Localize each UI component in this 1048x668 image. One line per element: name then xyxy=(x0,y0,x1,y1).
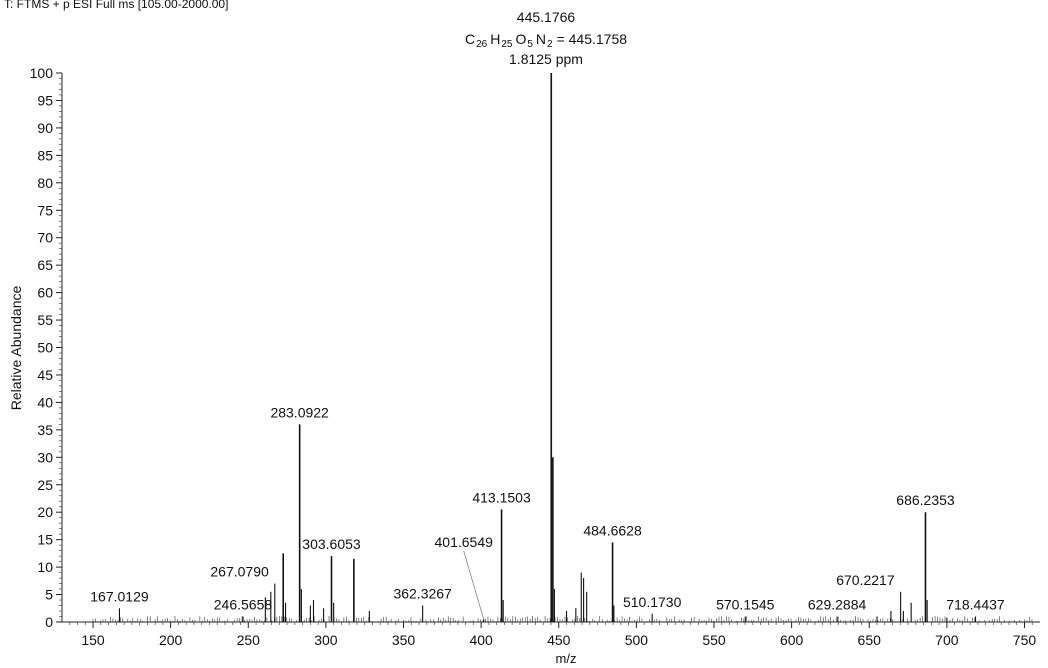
y-tick-label: 5 xyxy=(45,587,53,603)
x-tick-label: 550 xyxy=(702,632,726,648)
peak-label-leader xyxy=(463,550,485,620)
x-tick-label: 750 xyxy=(1013,632,1037,648)
peak-label: 484.6628 xyxy=(583,522,642,538)
peak-label: 362.3267 xyxy=(393,586,452,602)
base-peak-mz-label: 445.1766 xyxy=(517,9,576,25)
x-tick-label: 150 xyxy=(81,632,105,648)
peak-label: 670.2217 xyxy=(836,572,895,588)
peak-label: 246.5658 xyxy=(214,597,273,613)
peak-label: 510.1730 xyxy=(623,594,682,610)
peak-labels: 167.0129 246.5658 267.0790 283.0922 303.6053… xyxy=(90,404,1005,620)
y-tick-label: 45 xyxy=(37,367,53,383)
x-axis: 150 200 250 300 350 400 450 500 550 600 650 700 750 xyxy=(62,621,1040,648)
y-tick-label: 40 xyxy=(37,394,53,410)
y-axis: 0 5 10 15 20 25 30 35 40 45 50 55 60 65 70 75 80 85 90 95 10… xyxy=(30,65,63,630)
peak-label: 283.0922 xyxy=(270,404,329,420)
x-tick-label: 250 xyxy=(237,632,261,648)
x-tick-label: 350 xyxy=(392,632,416,648)
y-tick-label: 85 xyxy=(37,147,53,163)
peak-label: 167.0129 xyxy=(90,588,149,604)
x-tick-label: 700 xyxy=(935,632,959,648)
y-tick-label: 75 xyxy=(37,202,53,218)
y-axis-label: Relative Abundance xyxy=(8,286,24,411)
y-tick-label: 20 xyxy=(37,504,53,520)
y-tick-label: 10 xyxy=(37,559,53,575)
peaks xyxy=(118,73,977,622)
x-tick-label: 450 xyxy=(547,632,571,648)
y-tick-label: 0 xyxy=(45,614,53,630)
peak-label: 413.1503 xyxy=(472,489,531,505)
y-tick-label: 35 xyxy=(37,422,53,438)
x-tick-label: 500 xyxy=(625,632,649,648)
peak-label: 686.2353 xyxy=(896,492,955,508)
base-peak-ppm: 1.8125 ppm xyxy=(509,51,583,67)
y-tick-label: 65 xyxy=(37,257,53,273)
peak-label: 629.2884 xyxy=(808,597,867,613)
y-tick-label: 15 xyxy=(37,532,53,548)
y-tick-label: 60 xyxy=(37,285,53,301)
base-peak-annotation: 445.1766 C26 H25 O5 N2 = 445.1758 1.8125 ppm xyxy=(465,9,627,67)
x-tick-label: 400 xyxy=(469,632,493,648)
peak-label: 401.6549 xyxy=(435,534,494,550)
y-tick-label: 70 xyxy=(37,230,53,246)
x-tick-label: 300 xyxy=(314,632,338,648)
x-tick-label: 650 xyxy=(858,632,882,648)
y-tick-label: 25 xyxy=(37,477,53,493)
base-peak-formula: C26 H25 O5 N2 = 445.1758 xyxy=(465,31,627,50)
peak-label: 570.1545 xyxy=(716,597,775,613)
peak-label: 267.0790 xyxy=(210,564,269,580)
y-tick-label: 95 xyxy=(37,92,53,108)
scan-filter-header: T: FTMS + p ESI Full ms [105.00-2000.00] xyxy=(4,0,229,11)
y-tick-label: 100 xyxy=(30,65,54,81)
y-tick-label: 80 xyxy=(37,175,53,191)
y-tick-label: 90 xyxy=(37,120,53,136)
x-tick-label: 200 xyxy=(159,632,183,648)
peak-label: 303.6053 xyxy=(302,536,361,552)
y-tick-label: 30 xyxy=(37,449,53,465)
x-tick-label: 600 xyxy=(780,632,804,648)
x-axis-label: m/z xyxy=(556,651,577,666)
y-tick-label: 50 xyxy=(37,340,53,356)
y-tick-label: 55 xyxy=(37,312,53,328)
peak-label: 718.4437 xyxy=(946,597,1005,613)
